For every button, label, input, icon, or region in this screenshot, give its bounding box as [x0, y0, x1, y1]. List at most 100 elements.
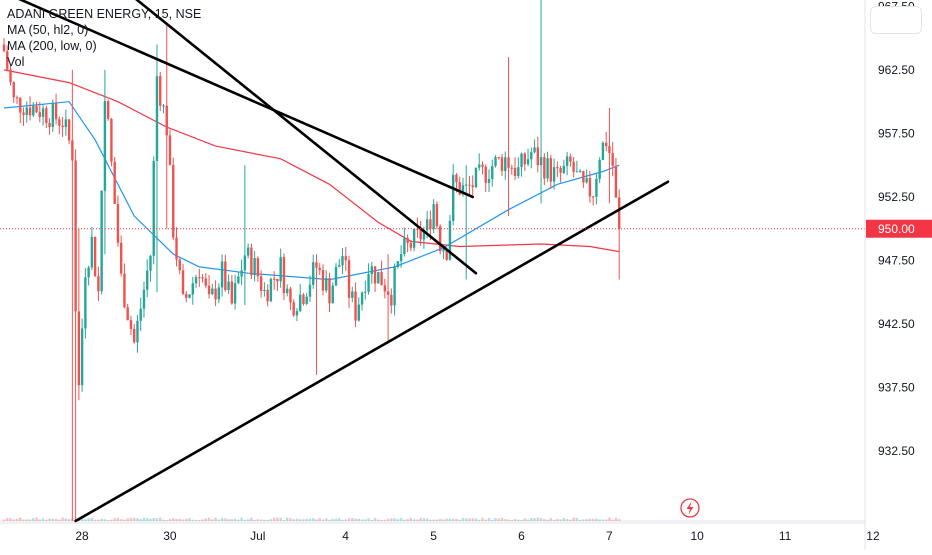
volume-bar [172, 518, 175, 521]
volume-bar [194, 519, 198, 521]
candle-body [578, 170, 582, 172]
volume-bar [377, 519, 380, 521]
candle-body [139, 308, 142, 321]
last-price-label: 950.00 [878, 222, 915, 236]
volume-bar [204, 518, 208, 521]
trendlines[interactable] [4, 0, 670, 523]
volume-bar [513, 518, 517, 521]
volume-bar [578, 519, 582, 521]
volume-bar [422, 518, 426, 521]
volume-bar [201, 519, 204, 521]
candle-body [448, 220, 452, 260]
volume-bar [504, 519, 507, 521]
legend: ADANI GREEN ENERGY, 15, NSE MA (50, hl2,… [7, 6, 201, 70]
volume-bar [302, 519, 305, 521]
candle-body [552, 167, 556, 182]
candle-body [507, 157, 510, 168]
volume-bar [126, 518, 129, 521]
ma50-legend[interactable]: MA (50, hl2, 0) [7, 23, 89, 37]
candle-body [422, 230, 426, 240]
volume-bar [451, 518, 455, 521]
volume-bar [595, 518, 598, 521]
candle-body [80, 328, 84, 386]
volume-bar [64, 518, 68, 521]
y-tick-label: 942.50 [878, 317, 915, 331]
volume-bar [360, 519, 364, 521]
volume-bar [484, 519, 487, 521]
volume-bar [246, 519, 250, 521]
candle-body [549, 158, 553, 182]
lightning-icon[interactable] [680, 498, 700, 518]
volume-bar [100, 518, 103, 521]
volume-bar [263, 519, 266, 521]
candle-body [90, 236, 94, 268]
volume-bar [25, 519, 28, 521]
scale-toggle-button[interactable] [870, 6, 922, 34]
x-tick-label: 10 [691, 529, 705, 543]
volume-bar [58, 519, 61, 521]
volume-bar [2, 519, 6, 521]
volume-bar [181, 519, 185, 521]
y-tick-label: 957.50 [878, 126, 915, 140]
candle-body [250, 247, 253, 276]
volume-bar [136, 518, 139, 521]
candle-body [360, 292, 364, 305]
volume-bar [328, 519, 331, 521]
candle-body [217, 287, 221, 300]
ma200-legend[interactable]: MA (200, low, 0) [7, 39, 97, 53]
candle-body [364, 291, 367, 293]
candle-body [152, 160, 155, 256]
candle-body [282, 257, 286, 294]
candle-body [565, 156, 569, 166]
candle-body [559, 167, 562, 173]
volume-bar [22, 519, 25, 521]
volume-bar [325, 518, 328, 521]
volume-bar [285, 517, 289, 521]
candle-body [295, 311, 299, 316]
candle-body [233, 283, 237, 304]
volume-bar [146, 517, 149, 521]
candle-body [142, 289, 146, 309]
candle-body [159, 76, 162, 106]
candle-body [556, 167, 559, 169]
price-axis[interactable]: 962.50 957.50 952.50 947.50 942.50 937.50 932.… [864, 0, 932, 550]
candle-body [445, 249, 448, 260]
candle-body [204, 278, 208, 286]
candle-body [168, 135, 172, 166]
volume-bar [611, 519, 614, 521]
candle-body [403, 237, 406, 255]
candle-body [191, 283, 194, 295]
volume-bar [347, 518, 351, 521]
candle-body [61, 125, 64, 128]
last-price-tag [866, 219, 932, 238]
candles[interactable] [2, 0, 621, 521]
candle-body [386, 291, 390, 295]
candle-body [279, 257, 282, 282]
volume-bar [299, 519, 302, 521]
candle-body [533, 147, 536, 153]
candle-body [380, 272, 383, 286]
candle-body [536, 147, 540, 166]
symbol-title[interactable]: ADANI GREEN ENERGY, 15, NSE [7, 7, 202, 21]
volume-bar [289, 518, 292, 521]
volume-bar [334, 518, 338, 521]
candle-body [455, 174, 458, 183]
candle-body [562, 165, 566, 173]
volume-bar [259, 519, 263, 521]
trendline-2 [135, 0, 478, 275]
volume-bar [406, 519, 409, 521]
volume-bar [562, 518, 566, 521]
candle-body [201, 277, 204, 279]
volume-bar [520, 519, 523, 521]
volume-bar [48, 518, 51, 521]
volume-bar [321, 519, 325, 521]
volume-legend[interactable]: Vol [7, 55, 25, 69]
candle-body [539, 157, 543, 166]
time-axis[interactable]: 28 30 Jul 4 5 6 7 10 11 12 [0, 522, 880, 543]
trendline-1 [18, 0, 475, 199]
volume-bar [403, 519, 406, 521]
candle-body [100, 190, 103, 292]
volume-bar [87, 518, 90, 521]
